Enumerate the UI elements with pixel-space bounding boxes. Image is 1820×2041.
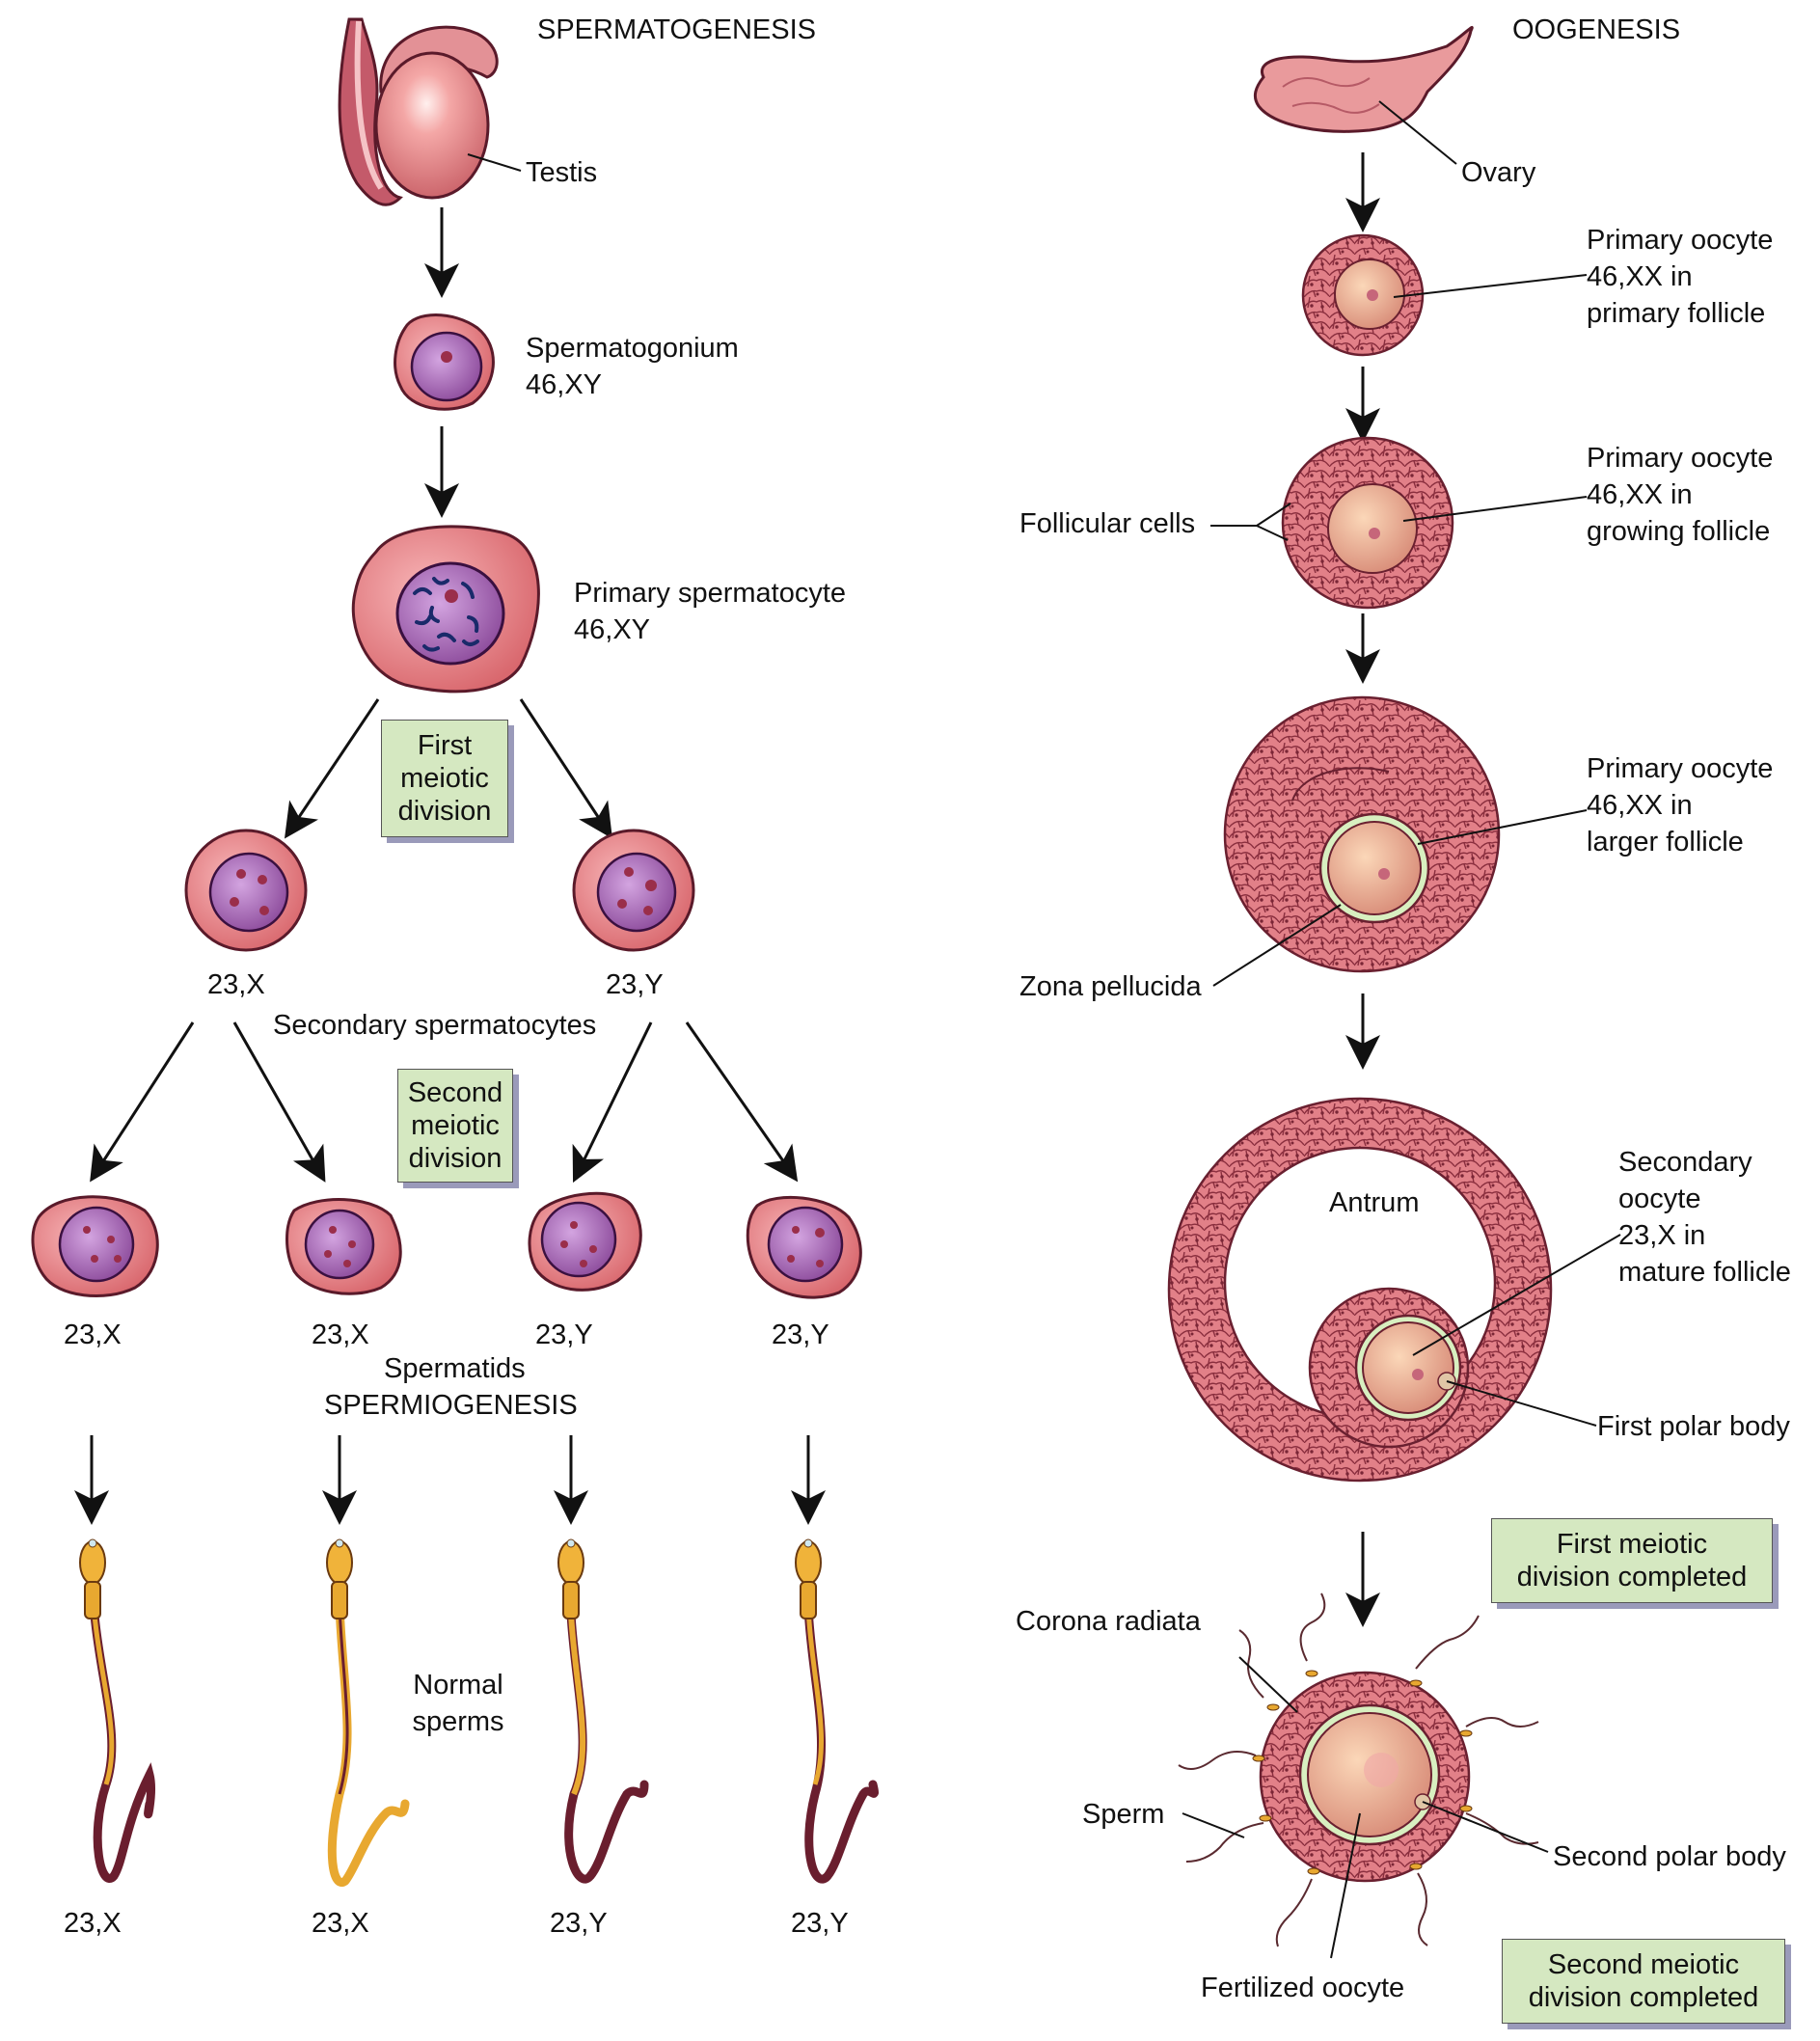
- spermatogonium-cell: [394, 313, 495, 411]
- secondary-spermatocytes-caption: Secondary spermatocytes: [273, 1010, 597, 1041]
- spermatid-4: [746, 1195, 862, 1299]
- testis-illustration: [338, 17, 522, 206]
- follicular-cells-label: Follicular cells: [1019, 508, 1196, 539]
- first-meiotic-division-box: First meiotic division: [381, 720, 508, 837]
- primary-follicle: [1301, 233, 1588, 357]
- sperm-1: [79, 1538, 155, 1883]
- primary-spermatocyte-name: Primary spermatocyte: [574, 578, 847, 609]
- larger-follicle: [1212, 695, 1588, 987]
- normal-sperms-line: sperms: [412, 1706, 504, 1737]
- mature-follicle-line: Secondary: [1618, 1147, 1752, 1178]
- mature-follicle-label: Secondary oocyte 23,X in mature follicle: [1618, 1144, 1791, 1291]
- sperm-label-2: 23,X: [312, 1908, 369, 1939]
- fertilized-oocyte-label: Fertilized oocyte: [1201, 1973, 1405, 2003]
- spermatid-1: [31, 1195, 159, 1298]
- mature-follicle-line: oocyte: [1618, 1184, 1701, 1214]
- mature-follicle: [1167, 1097, 1621, 1483]
- primary-spermatocyte-label: Primary spermatocyte 46,XY: [574, 575, 846, 648]
- box-line: meiotic: [411, 1110, 500, 1141]
- antrum-label: Antrum: [1329, 1187, 1420, 1218]
- box-line: Second meiotic: [1547, 1949, 1740, 1980]
- growing-follicle-line: Primary oocyte: [1587, 443, 1774, 474]
- spermatogenesis-title: SPERMATOGENESIS: [537, 14, 816, 45]
- larger-follicle-line: larger follicle: [1587, 827, 1744, 857]
- spermatogonium-name: Spermatogonium: [526, 333, 739, 364]
- sperm-label-3: 23,Y: [550, 1908, 608, 1939]
- secondary-spermatocyte-x: [184, 829, 308, 952]
- sperm-2: [326, 1538, 410, 1888]
- primary-follicle-line: 46,XX in: [1587, 261, 1693, 292]
- box-line: meiotic: [400, 763, 489, 794]
- primary-follicle-line: Primary oocyte: [1587, 225, 1774, 256]
- box-line: Second: [407, 1077, 503, 1108]
- box-line: First: [417, 730, 473, 761]
- corona-radiata-label: Corona radiata: [1016, 1606, 1201, 1637]
- spermatid-2: [285, 1198, 402, 1295]
- growing-follicle-line: 46,XX in: [1587, 479, 1693, 510]
- primary-spermatocyte-karyotype: 46,XY: [574, 614, 650, 645]
- secondary-spermatocyte-x-label: 23,X: [207, 969, 265, 1000]
- sperm-3: [557, 1538, 649, 1884]
- larger-follicle-line: Primary oocyte: [1587, 753, 1774, 784]
- ovary-illustration: [1253, 25, 1474, 165]
- larger-follicle-line: 46,XX in: [1587, 790, 1693, 821]
- primary-follicle-line: primary follicle: [1587, 298, 1766, 329]
- growing-follicle-line: growing follicle: [1587, 516, 1771, 547]
- normal-sperms-line: Normal: [413, 1670, 503, 1701]
- mature-follicle-line: mature follicle: [1618, 1257, 1791, 1288]
- spermatogonium-label: Spermatogonium 46,XY: [526, 330, 739, 403]
- sperm-label: Sperm: [1082, 1799, 1165, 1830]
- spermatid-label-3: 23,Y: [535, 1320, 593, 1350]
- primary-spermatocyte-cell: [351, 525, 540, 694]
- growing-follicle-label: Primary oocyte 46,XX in growing follicle: [1587, 440, 1773, 550]
- spermatid-label-4: 23,Y: [772, 1320, 829, 1350]
- spermatid-3: [528, 1191, 642, 1292]
- second-meiotic-division-box: Second meiotic division: [397, 1069, 513, 1183]
- growing-follicle: [1210, 436, 1588, 610]
- primary-follicle-label: Primary oocyte 46,XX in primary follicle: [1587, 222, 1773, 332]
- sperm-label-1: 23,X: [64, 1908, 122, 1939]
- second-polar-body-label: Second polar body: [1553, 1841, 1786, 1872]
- spermatogonium-karyotype: 46,XY: [526, 369, 602, 400]
- normal-sperms-label: Normal sperms: [391, 1667, 526, 1740]
- box-line: division completed: [1516, 1562, 1748, 1592]
- oogenesis-title: OOGENESIS: [1512, 14, 1681, 45]
- sperm-4: [795, 1538, 880, 1884]
- spermatid-label-2: 23,X: [312, 1320, 369, 1350]
- testis-label: Testis: [526, 157, 598, 188]
- secondary-spermatocyte-y: [572, 829, 695, 952]
- box-line: division: [408, 1143, 503, 1174]
- spermatid-label-1: 23,X: [64, 1320, 122, 1350]
- zona-pellucida-label: Zona pellucida: [1019, 971, 1202, 1002]
- first-polar-body-label: First polar body: [1597, 1411, 1790, 1442]
- larger-follicle-label: Primary oocyte 46,XX in larger follicle: [1587, 750, 1773, 860]
- spermatids-caption: Spermatids: [384, 1353, 526, 1384]
- spermiogenesis-title: SPERMIOGENESIS: [324, 1390, 578, 1421]
- first-meiotic-division-completed-box: First meiotic division completed: [1491, 1518, 1773, 1603]
- secondary-spermatocyte-y-label: 23,Y: [606, 969, 664, 1000]
- fertilized-oocyte: [1178, 1592, 1549, 1959]
- second-meiotic-division-completed-box: Second meiotic division completed: [1502, 1939, 1785, 2024]
- box-line: First meiotic: [1556, 1529, 1708, 1560]
- mature-follicle-line: 23,X in: [1618, 1220, 1706, 1251]
- sperm-label-4: 23,Y: [791, 1908, 849, 1939]
- ovary-label: Ovary: [1461, 157, 1536, 188]
- box-line: division completed: [1528, 1982, 1759, 2013]
- box-line: division: [397, 796, 492, 827]
